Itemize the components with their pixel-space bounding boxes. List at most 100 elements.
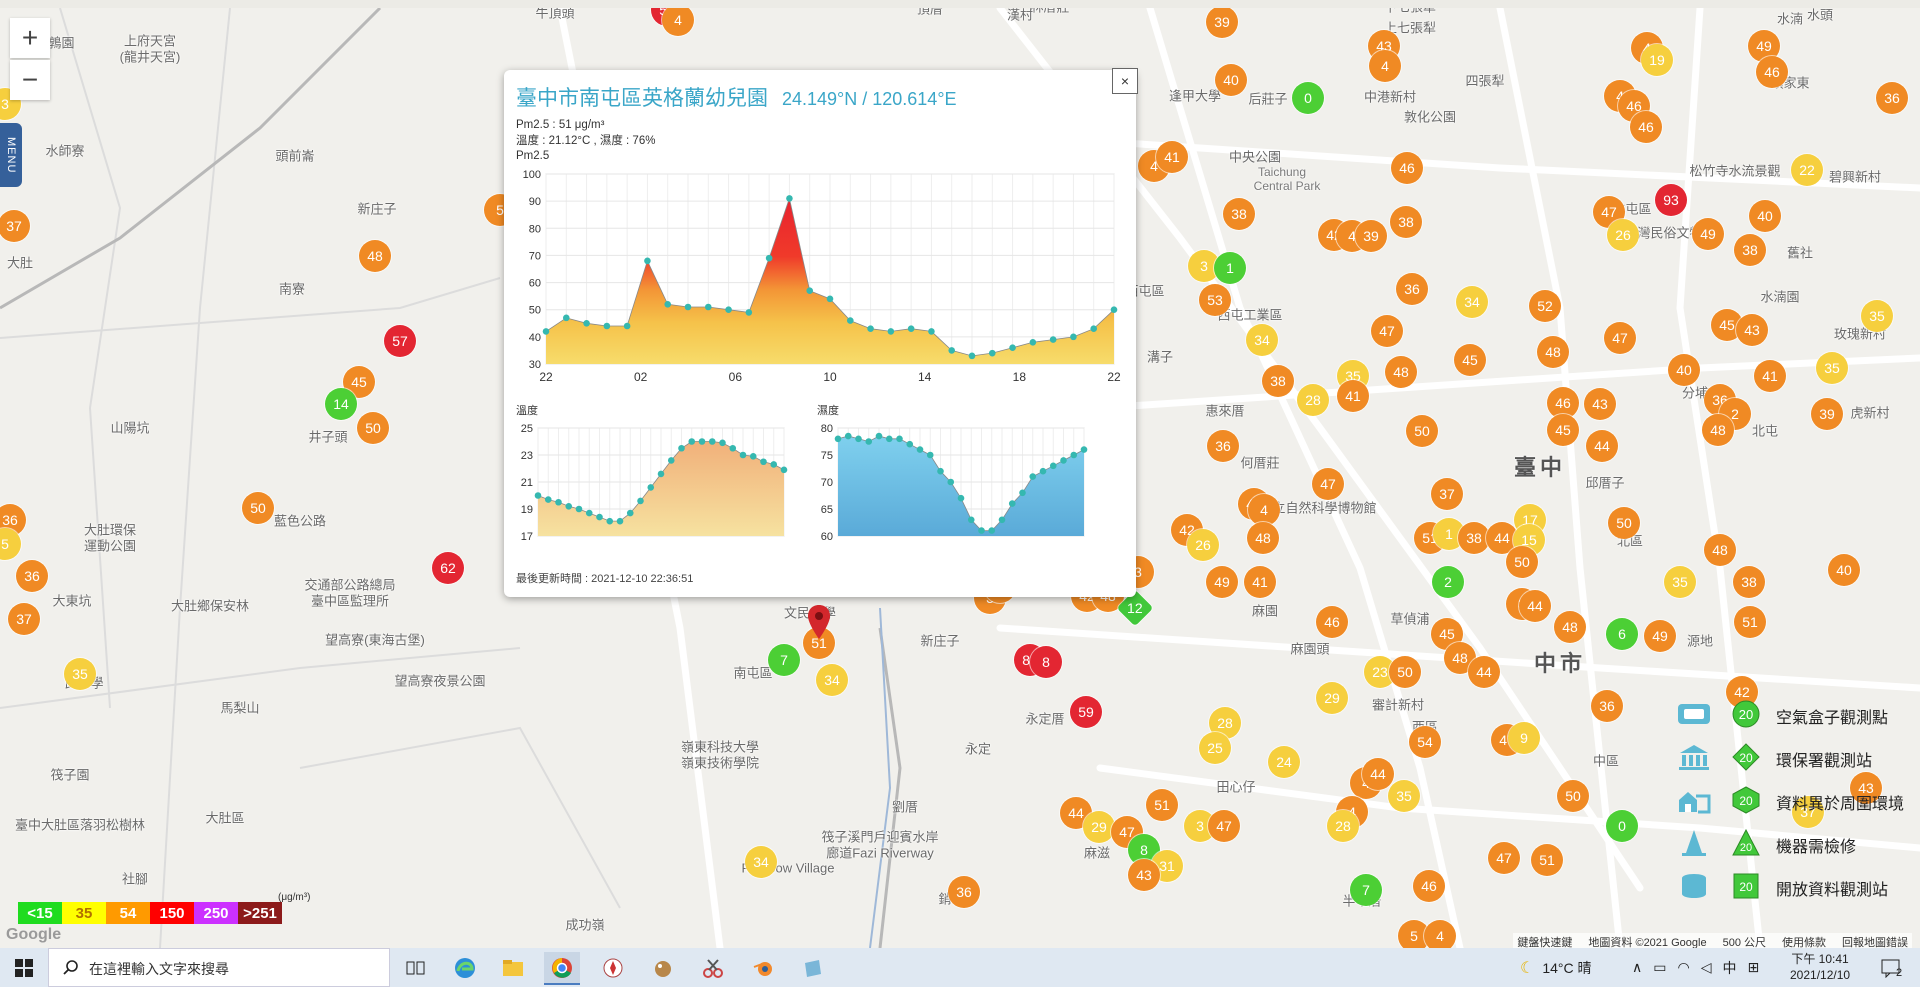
airbox-station-marker[interactable]: 8 [1030,646,1062,678]
snipping-tool-icon[interactable] [695,952,731,983]
squirrel-app-icon[interactable] [645,952,681,983]
airbox-station-marker[interactable]: 26 [1187,529,1219,561]
airbox-station-marker[interactable]: 35 [64,658,96,690]
airbox-station-marker[interactable]: 41 [1244,566,1276,598]
airbox-station-marker[interactable]: 44 [1362,758,1394,790]
airbox-station-marker[interactable]: 46 [1630,111,1662,143]
airbox-station-marker[interactable]: 39 [1811,398,1843,430]
airbox-station-marker[interactable]: 38 [1734,234,1766,266]
ime-indicator[interactable]: 中 [1722,959,1737,976]
airbox-station-marker[interactable]: 28 [1327,810,1359,842]
airbox-station-marker[interactable]: 45 [1454,344,1486,376]
airbox-station-marker[interactable]: 24 [1268,746,1300,778]
airbox-station-marker[interactable]: 7 [1350,874,1382,906]
airbox-station-marker[interactable]: 48 [359,240,391,272]
airbox-station-marker[interactable]: 59 [1070,696,1102,728]
airbox-station-marker[interactable]: 40 [1668,354,1700,386]
map-scale[interactable]: 500 公尺 [1722,937,1766,949]
airbox-station-marker[interactable]: 44 [1468,656,1500,688]
airbox-station-marker[interactable]: 36 [1876,82,1908,114]
airbox-station-marker[interactable]: 37 [1431,478,1463,510]
airbox-station-marker[interactable]: 50 [242,492,274,524]
airbox-station-marker[interactable]: 43 [1128,859,1160,891]
airbox-station-marker[interactable]: 43 [1736,314,1768,346]
airbox-station-marker[interactable]: 4 [662,8,694,36]
airbox-station-marker[interactable]: 35 [1861,300,1893,332]
airbox-station-marker[interactable]: 38 [1458,522,1490,554]
notes-app-icon[interactable] [795,952,831,983]
airbox-station-marker[interactable]: 9 [1508,722,1540,754]
airbox-station-marker[interactable]: 41 [1754,360,1786,392]
airbox-station-marker[interactable]: 5 [0,528,21,560]
airbox-station-marker[interactable]: 50 [1406,415,1438,447]
airbox-station-marker[interactable]: 38 [1262,365,1294,397]
airbox-station-marker[interactable]: 36 [948,876,980,908]
airbox-station-marker[interactable]: 49 [1644,620,1676,652]
airbox-station-marker[interactable]: 2 [1719,398,1751,430]
airbox-station-marker[interactable]: 26 [1607,219,1639,251]
chevron-up-icon[interactable]: ∧ [1632,959,1643,975]
airbox-station-marker[interactable]: 45 [343,366,375,398]
airbox-station-marker[interactable]: 39 [1355,220,1387,252]
taskbar-clock[interactable]: 下午 10:41 2021/12/10 [1790,951,1850,983]
airbox-station-marker[interactable]: 47 [1208,810,1240,842]
airbox-station-marker[interactable]: 4 [1369,50,1401,82]
blender-icon[interactable] [745,952,781,983]
battery-icon[interactable]: ▭ [1653,959,1667,975]
keyboard-shortcuts-link[interactable]: 鍵盤快速鍵 [1517,937,1573,949]
airbox-station-marker[interactable]: 34 [1456,286,1488,318]
zoom-in-button[interactable]: + [10,18,50,58]
airbox-station-marker[interactable]: 40 [1828,554,1860,586]
airbox-station-marker[interactable]: 50 [1608,507,1640,539]
airbox-station-marker[interactable]: 4 [1424,920,1456,948]
airbox-station-marker[interactable]: 28 [1297,384,1329,416]
airbox-station-marker[interactable]: 38 [1733,566,1765,598]
airbox-station-marker[interactable]: 2 [1432,566,1464,598]
airbox-station-marker[interactable]: 35 [1388,780,1420,812]
notification-center-icon[interactable]: 2 [1880,948,1902,987]
zoom-out-button[interactable]: − [10,60,50,100]
airbox-station-marker[interactable]: 48 [1704,534,1736,566]
airbox-station-marker[interactable]: 0 [1606,810,1638,842]
airbox-station-marker[interactable]: 47 [1371,315,1403,347]
airbox-station-marker[interactable]: 50 [1506,546,1538,578]
airbox-station-marker[interactable]: 46 [1756,56,1788,88]
airbox-station-marker[interactable]: 6 [1606,618,1638,650]
airbox-station-marker[interactable]: 38 [1390,206,1422,238]
airbox-station-marker[interactable]: 62 [432,552,464,584]
airbox-station-marker[interactable]: 49 [1692,218,1724,250]
airbox-station-marker[interactable]: 52 [1529,290,1561,322]
airbox-station-marker[interactable]: 48 [1247,522,1279,554]
airbox-station-marker[interactable]: 35 [1664,566,1696,598]
airbox-station-marker[interactable]: 34 [1246,324,1278,356]
airbox-station-marker[interactable]: 49 [1206,566,1238,598]
terms-link[interactable]: 使用條款 [1782,937,1826,949]
airbox-station-marker[interactable]: 1 [1214,252,1246,284]
airbox-station-marker[interactable]: 50 [1557,780,1589,812]
airbox-station-marker[interactable]: 46 [1316,606,1348,638]
airbox-station-marker[interactable]: 39 [1206,8,1238,38]
airbox-station-marker[interactable]: 44 [1519,590,1551,622]
airbox-station-marker[interactable]: 50 [357,412,389,444]
airbox-station-marker[interactable]: 47 [1312,468,1344,500]
airbox-station-marker[interactable]: 51 [1531,844,1563,876]
selected-location-pin-icon[interactable] [808,605,830,644]
airbox-station-marker[interactable]: 44 [1586,430,1618,462]
airbox-station-marker[interactable]: 40 [1749,200,1781,232]
airbox-station-marker[interactable]: 36 [1396,273,1428,305]
report-error-link[interactable]: 回報地圖錯誤 [1842,937,1908,949]
airbox-station-marker[interactable]: 48 [1702,414,1734,446]
airbox-station-marker[interactable]: 46 [1391,152,1423,184]
airbox-station-marker[interactable]: 4 [1248,494,1280,526]
airbox-station-marker[interactable]: 7 [768,644,800,676]
airbox-station-marker[interactable]: 38 [1223,198,1255,230]
edge-browser-icon[interactable] [447,952,483,983]
weather-widget[interactable]: ☾ 14°C 晴 [1520,948,1592,987]
taskbar-search-box[interactable]: 在這裡輸入文字來搜尋 [48,948,390,987]
airbox-station-marker[interactable]: 93 [1655,184,1687,216]
airbox-station-marker[interactable]: 41 [1156,141,1188,173]
airbox-station-marker[interactable]: 0 [1292,82,1324,114]
airbox-station-marker[interactable]: 29 [1316,682,1348,714]
airbox-station-marker[interactable]: 40 [1215,64,1247,96]
airbox-station-marker[interactable]: 43 [1850,772,1882,804]
